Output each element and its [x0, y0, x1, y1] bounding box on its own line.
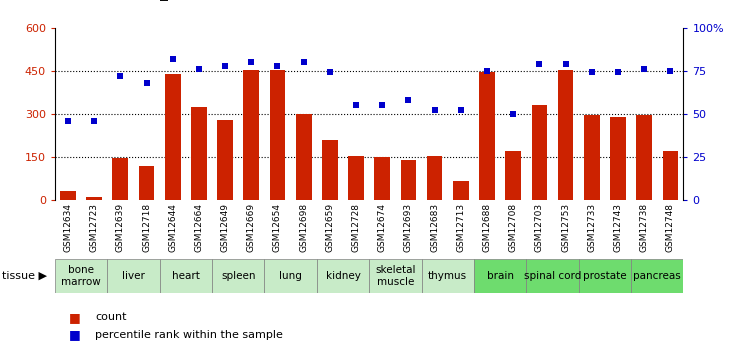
Bar — [480, 71, 495, 200]
Bar — [505, 151, 521, 200]
Text: GSM12659: GSM12659 — [325, 203, 334, 252]
Text: liver: liver — [122, 271, 145, 281]
Text: GSM12708: GSM12708 — [509, 203, 518, 252]
Text: bone
marrow: bone marrow — [61, 265, 101, 287]
Text: skeletal
muscle: skeletal muscle — [375, 265, 416, 287]
Text: GSM12639: GSM12639 — [115, 203, 125, 252]
Bar — [139, 166, 154, 200]
Bar — [579, 259, 631, 293]
Bar — [317, 259, 369, 293]
Bar — [422, 259, 474, 293]
Bar — [348, 156, 364, 200]
Bar — [107, 259, 159, 293]
Bar — [427, 156, 442, 200]
Text: GSM12634: GSM12634 — [64, 203, 72, 252]
Text: GSM12753: GSM12753 — [561, 203, 570, 252]
Text: heart: heart — [172, 271, 200, 281]
Bar — [159, 259, 212, 293]
Text: percentile rank within the sample: percentile rank within the sample — [95, 330, 283, 339]
Text: GSM12698: GSM12698 — [299, 203, 308, 252]
Bar — [217, 120, 233, 200]
Text: tissue ▶: tissue ▶ — [2, 271, 48, 281]
Bar — [243, 70, 259, 200]
Bar — [374, 157, 390, 200]
Bar — [270, 70, 285, 200]
Text: spinal cord: spinal cord — [524, 271, 581, 281]
Bar — [558, 70, 573, 200]
Bar — [662, 151, 678, 200]
Bar — [86, 197, 102, 200]
Text: GSM12723: GSM12723 — [90, 203, 99, 252]
Text: GSM12664: GSM12664 — [194, 203, 203, 252]
Text: GSM12748: GSM12748 — [666, 203, 675, 252]
Text: GSM12644: GSM12644 — [168, 203, 177, 252]
Text: GSM12649: GSM12649 — [221, 203, 230, 252]
Bar — [164, 73, 181, 200]
Bar — [296, 114, 311, 200]
Bar — [60, 191, 76, 200]
Text: GSM12728: GSM12728 — [352, 203, 360, 252]
Bar — [453, 181, 469, 200]
Text: GSM12713: GSM12713 — [456, 203, 466, 252]
Text: brain: brain — [487, 271, 514, 281]
Bar — [212, 259, 265, 293]
Bar — [369, 259, 422, 293]
Bar — [265, 259, 317, 293]
Text: GSM12718: GSM12718 — [142, 203, 151, 252]
Text: count: count — [95, 313, 126, 322]
Bar — [55, 259, 107, 293]
Text: GSM12733: GSM12733 — [587, 203, 596, 252]
Text: GSM12688: GSM12688 — [482, 203, 491, 252]
Text: GSM12703: GSM12703 — [535, 203, 544, 252]
Text: GSM12743: GSM12743 — [613, 203, 623, 252]
Text: GSM12669: GSM12669 — [247, 203, 256, 252]
Text: GSM12674: GSM12674 — [378, 203, 387, 252]
Text: pancreas: pancreas — [634, 271, 681, 281]
Text: ■: ■ — [69, 311, 86, 324]
Bar — [322, 140, 338, 200]
Text: kidney: kidney — [325, 271, 360, 281]
Text: spleen: spleen — [221, 271, 255, 281]
Text: ■: ■ — [69, 328, 86, 341]
Text: prostate: prostate — [583, 271, 626, 281]
Bar — [610, 117, 626, 200]
Text: thymus: thymus — [428, 271, 467, 281]
Bar — [474, 259, 526, 293]
Text: GSM12693: GSM12693 — [404, 203, 413, 252]
Bar — [636, 115, 652, 200]
Bar — [401, 160, 416, 200]
Bar — [631, 259, 683, 293]
Bar — [113, 158, 128, 200]
Bar — [191, 107, 207, 200]
Bar — [584, 115, 599, 200]
Bar — [526, 259, 579, 293]
Text: GSM12738: GSM12738 — [640, 203, 648, 252]
Bar — [531, 105, 548, 200]
Text: GSM12683: GSM12683 — [430, 203, 439, 252]
Text: GSM12654: GSM12654 — [273, 203, 282, 252]
Text: lung: lung — [279, 271, 302, 281]
